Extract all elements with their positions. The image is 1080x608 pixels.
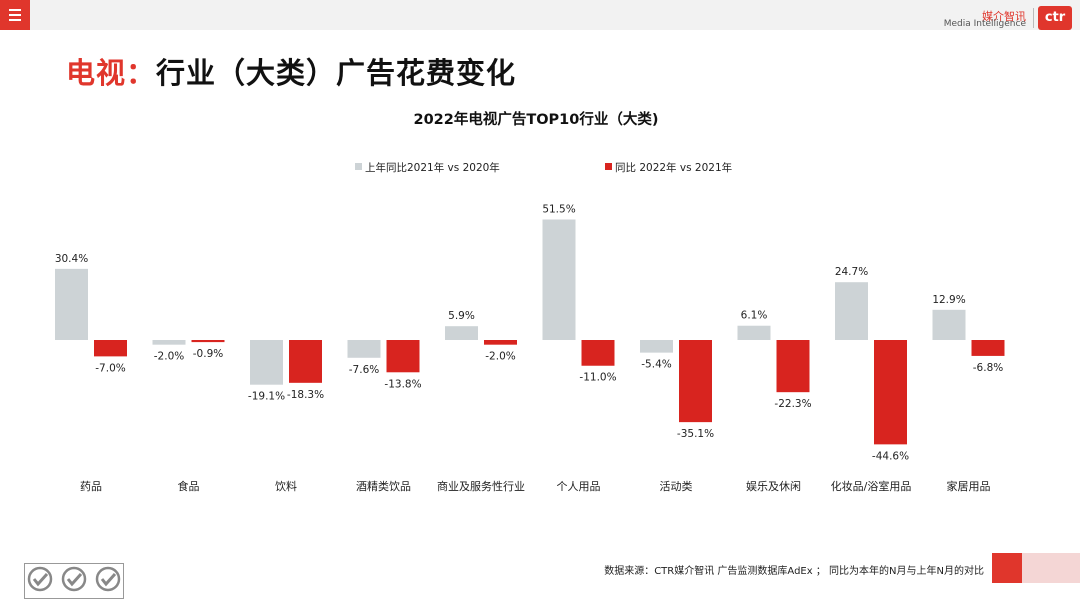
data-label-series1-7: -5.4%: [641, 359, 671, 371]
data-label-series2-1: -7.0%: [95, 362, 125, 374]
bar-series1-10: [932, 309, 966, 340]
data-label-series2-10: -6.8%: [973, 362, 1003, 374]
category-label-6: 个人用品: [557, 480, 601, 493]
data-label-series1-1: 30.4%: [55, 253, 88, 265]
legend-swatch-1: [355, 163, 362, 170]
data-label-series2-7: -35.1%: [677, 428, 714, 440]
bar-series2-7: [679, 340, 712, 423]
logo-divider: [1033, 8, 1034, 28]
logo-english-text: Media Intelligence: [943, 19, 1026, 29]
bar-chart: 2022年电视广告TOP10行业（大类) 上年同比2021年 vs 2020年 同比…: [55, 110, 1005, 493]
logo-chinese-text: 媒介智讯: [982, 10, 1026, 23]
category-label-4: 酒精类饮品: [356, 479, 411, 493]
sgs-certification-icon: [24, 563, 124, 599]
footer-light-block: [1022, 553, 1080, 583]
bar-series2-3: [289, 340, 322, 383]
data-label-series1-10: 12.9%: [932, 294, 965, 306]
data-label-series2-6: -11.0%: [579, 372, 616, 384]
bar-series1-8: [737, 325, 771, 340]
data-label-series2-2: -0.9%: [193, 348, 223, 360]
data-label-series2-8: -22.3%: [774, 398, 811, 410]
bar-series2-6: [581, 340, 615, 366]
bar-series2-5: [484, 340, 517, 345]
data-label-series2-4: -13.8%: [384, 378, 421, 390]
data-label-series1-6: 51.5%: [542, 203, 575, 215]
footer-accent-block: [992, 553, 1022, 583]
bar-series2-1: [94, 340, 127, 357]
bar-series2-8: [776, 340, 810, 393]
bar-series1-2: [152, 340, 186, 345]
data-label-series1-2: -2.0%: [154, 351, 184, 363]
data-label-series1-4: -7.6%: [349, 364, 379, 376]
data-label-series1-3: -19.1%: [248, 391, 285, 403]
category-label-1: 药品: [80, 480, 102, 493]
data-source-note: 数据来源：CTR媒介智讯 广告监测数据库AdEx ； 同比为本年的N月与上年N月…: [604, 566, 984, 577]
bar-series2-2: [191, 340, 225, 343]
legend-label-1: 上年同比2021年 vs 2020年: [365, 161, 500, 174]
top-bar: 媒介智讯 Media Intelligence ctr: [0, 0, 1080, 30]
category-label-8: 娱乐及休闲: [746, 479, 801, 493]
data-label-series1-9: 24.7%: [835, 266, 868, 278]
page-title: 电视：行业（大类）广告花费变化: [66, 50, 516, 92]
category-label-5: 商业及服务性行业: [437, 479, 525, 493]
bar-series1-6: [542, 219, 576, 340]
page-title-text: 行业（大类）广告花费变化: [156, 56, 517, 90]
bar-series2-4: [386, 340, 420, 373]
bar-series1-5: [445, 326, 478, 340]
bar-series2-9: [874, 340, 907, 445]
ctr-logo: 媒介智讯 Media Intelligence ctr: [942, 4, 1072, 30]
bar-series1-1: [55, 268, 88, 340]
data-label-series2-5: -2.0%: [485, 351, 515, 363]
category-label-2: 食品: [178, 479, 200, 493]
chart-title: 2022年电视广告TOP10行业（大类): [413, 110, 658, 128]
data-label-series1-5: 5.9%: [448, 310, 475, 322]
category-label-9: 化妆品/浴室用品: [831, 479, 912, 493]
legend-label-2: 同比 2022年 vs 2021年: [615, 161, 732, 174]
category-label-10: 家居用品: [947, 479, 991, 493]
page-title-accent: 电视：: [66, 56, 157, 90]
legend-swatch-2: [605, 163, 612, 170]
bar-series1-4: [347, 340, 381, 358]
category-label-3: 饮料: [275, 479, 297, 493]
category-label-7: 活动类: [660, 479, 693, 493]
data-label-series2-9: -44.6%: [872, 450, 909, 462]
bar-series1-7: [640, 340, 673, 353]
bar-series2-10: [971, 340, 1005, 356]
ctr-logo-mark: ctr: [1038, 6, 1072, 30]
hamburger-icon[interactable]: [0, 0, 30, 30]
data-label-series1-8: 6.1%: [741, 310, 768, 322]
bar-series1-3: [250, 340, 283, 385]
bar-series1-9: [835, 282, 868, 340]
data-label-series2-3: -18.3%: [287, 389, 324, 401]
